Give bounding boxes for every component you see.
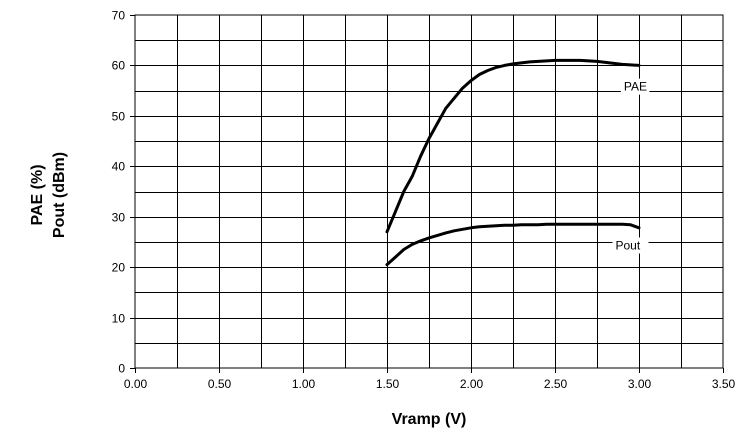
y-tick-label: 40 — [112, 160, 126, 174]
x-tick-label: 1.00 — [292, 377, 316, 391]
x-axis-title: Vramp (V) — [392, 411, 467, 428]
y-tick-label: 60 — [112, 59, 126, 73]
x-tick-label: 1.50 — [376, 377, 400, 391]
y-tick-label: 0 — [118, 362, 125, 376]
axis-ticks: 0.00 0.50 1.00 1.50 2.00 2.50 3.00 3.50 0 10 20 30 4… — [112, 9, 736, 392]
y-tick-label: 30 — [112, 211, 126, 225]
x-tick-label: 3.00 — [628, 377, 652, 391]
y-axis-title: PAE (%) Pout (dBm) — [29, 152, 68, 238]
x-tick-label: 2.50 — [544, 377, 568, 391]
y-axis-title-line-2: Pout (dBm) — [51, 152, 68, 238]
x-tick-label: 2.00 — [460, 377, 484, 391]
y-tick-label: 70 — [112, 9, 126, 23]
series-line-pae — [385, 58, 641, 234]
y-tick-label: 50 — [112, 110, 126, 124]
y-axis-title-line-1: PAE (%) — [29, 164, 46, 225]
x-tick-label: 0.50 — [208, 377, 232, 391]
series-labels: PAE Pout — [612, 78, 650, 254]
series-label-pout: Pout — [615, 238, 640, 252]
x-tick-label: 0.00 — [124, 377, 148, 391]
series-label-background — [612, 237, 649, 254]
x-tick-label: 3.50 — [712, 377, 736, 391]
series-label-background — [620, 78, 650, 95]
series-lines — [385, 58, 641, 267]
y-tick-label: 20 — [112, 261, 126, 275]
series-line-pout — [385, 222, 641, 267]
grid-lines — [135, 15, 723, 368]
series-label-pae: PAE — [624, 80, 647, 94]
y-tick-label: 10 — [112, 312, 126, 326]
plot-area-frame — [134, 14, 724, 369]
